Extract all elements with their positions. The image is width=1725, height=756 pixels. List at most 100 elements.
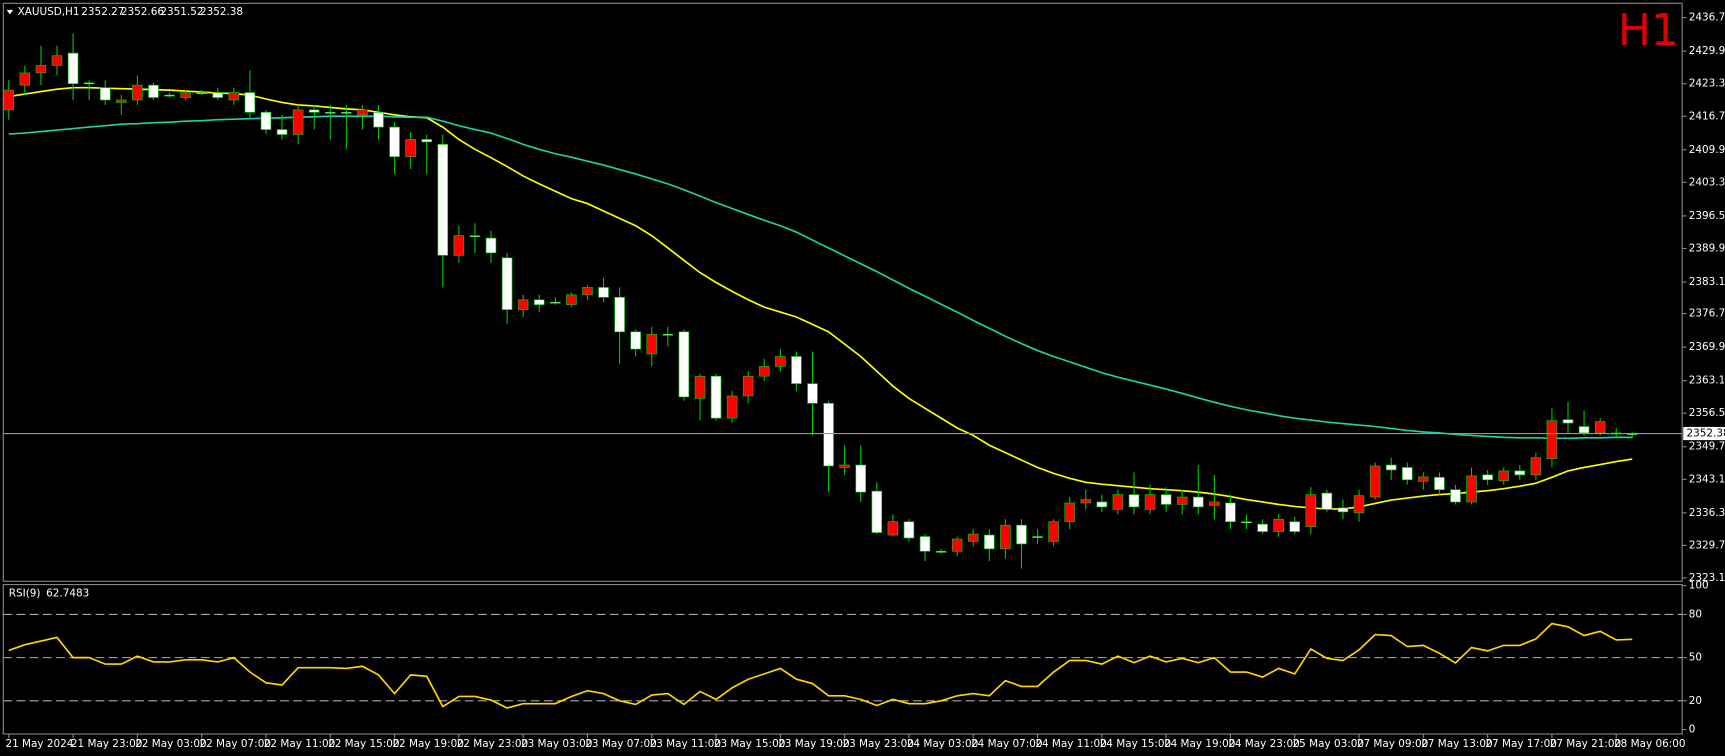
candle-body (823, 403, 834, 467)
candle-body (35, 65, 47, 74)
candle-body (839, 464, 850, 468)
header-low: 2351.52 (160, 6, 203, 18)
candle-body (1578, 426, 1590, 434)
candle-body (421, 139, 432, 143)
candle-body (1128, 494, 1140, 508)
header-open: 2352.27 (81, 6, 124, 18)
candle-body (1112, 494, 1124, 510)
x-tick-label: 22 May 15:00 (328, 738, 399, 750)
candle-body (646, 333, 658, 355)
x-tick-label: 28 May 06:00 (1614, 738, 1685, 750)
candle-body (83, 82, 95, 85)
y-tick-label: 2336.30 (1689, 507, 1725, 519)
candle-body (710, 375, 722, 419)
header-high: 2352.66 (121, 6, 164, 18)
candle-body (1257, 523, 1268, 532)
candle-body (1401, 467, 1413, 481)
symbol-title: XAUUSD,H1 (18, 6, 80, 18)
y-tick-label: 2349.70 (1689, 441, 1725, 453)
candle-body (1385, 464, 1397, 471)
candle-body (1305, 494, 1317, 527)
candle-body (164, 94, 175, 97)
candle-body (791, 356, 802, 384)
candle-body (1144, 494, 1156, 510)
candle-body (1064, 502, 1075, 523)
rsi-panel-frame (2, 584, 1683, 735)
candle-body (67, 52, 79, 85)
candle-body (3, 89, 15, 111)
candle-body (19, 72, 31, 86)
candle-body (1562, 419, 1574, 424)
x-tick-label: 24 May 11:00 (1035, 738, 1106, 750)
y-tick-label: 100 (1689, 580, 1709, 592)
candle-body (1482, 474, 1493, 481)
candle-body (1048, 521, 1059, 542)
candle-body (485, 237, 497, 254)
y-tick-label: 2363.10 (1689, 375, 1725, 387)
candle-body (132, 84, 143, 101)
candle-body (1321, 492, 1333, 510)
y-tick-label: 2409.90 (1689, 144, 1725, 156)
rsi-line (8, 622, 1633, 709)
y-tick-label: 2423.30 (1689, 78, 1725, 90)
candle-body (1530, 457, 1542, 476)
candle-body (292, 109, 304, 135)
x-tick-label: 27 May 13:00 (1421, 738, 1492, 750)
current-price-box (1683, 426, 1725, 441)
candle-body (582, 287, 593, 296)
x-tick-label: 24 May 15:00 (1100, 738, 1171, 750)
candle-body (180, 92, 191, 98)
y-tick-label: 2343.10 (1689, 473, 1725, 485)
candle-body (389, 126, 400, 158)
candle-body (807, 383, 818, 404)
candle-body (1241, 521, 1252, 524)
candle-body (228, 92, 240, 101)
x-tick-label: 23 May 07:00 (585, 738, 656, 750)
x-tick-label: 22 May 11:00 (264, 738, 335, 750)
candle-body (1209, 501, 1220, 506)
y-tick-label: 2356.50 (1689, 407, 1725, 419)
candle-body (1176, 496, 1188, 505)
candle-body (373, 111, 384, 128)
y-tick-label: 0 (1689, 724, 1696, 736)
candle-body (1273, 518, 1284, 532)
candle-body (99, 87, 111, 101)
candle-body (1498, 470, 1509, 482)
candle-body (678, 331, 690, 398)
candle-body (517, 299, 529, 310)
candle-body (1466, 475, 1477, 503)
candle-body (967, 533, 979, 542)
candle-body (1369, 465, 1381, 498)
x-tick-label: 24 May 19:00 (1164, 738, 1235, 750)
candle-body (550, 301, 561, 304)
y-tick-label: 2436.70 (1689, 12, 1725, 24)
candle-body (694, 375, 706, 399)
candle-body (1032, 536, 1043, 538)
x-tick-label: 23 May 03:00 (521, 738, 592, 750)
candle-body (903, 521, 915, 539)
candle-body (1434, 476, 1445, 490)
candle-body (116, 99, 127, 103)
candle-body (871, 490, 883, 533)
x-tick-label: 23 May 19:00 (778, 738, 849, 750)
candle-body (984, 534, 995, 550)
candle-body (1096, 501, 1108, 508)
candle-body (630, 331, 641, 350)
candle-body (244, 92, 256, 113)
current-price-label: 2352.38 (1687, 428, 1725, 440)
candle-body (951, 538, 963, 552)
candle-body (742, 375, 754, 397)
candle-body (775, 356, 786, 367)
y-tick-label: 2429.90 (1689, 45, 1725, 57)
candle-body (1450, 489, 1461, 503)
y-tick-label: 2389.90 (1689, 242, 1725, 254)
candle-body (437, 144, 449, 256)
candle-body (341, 111, 352, 114)
candle-body (1594, 421, 1606, 434)
candle-body (935, 550, 947, 553)
rsi-title: RSI(9) (9, 587, 41, 599)
candle-body (855, 464, 867, 493)
candle-body (357, 109, 368, 116)
candle-body (308, 109, 320, 113)
